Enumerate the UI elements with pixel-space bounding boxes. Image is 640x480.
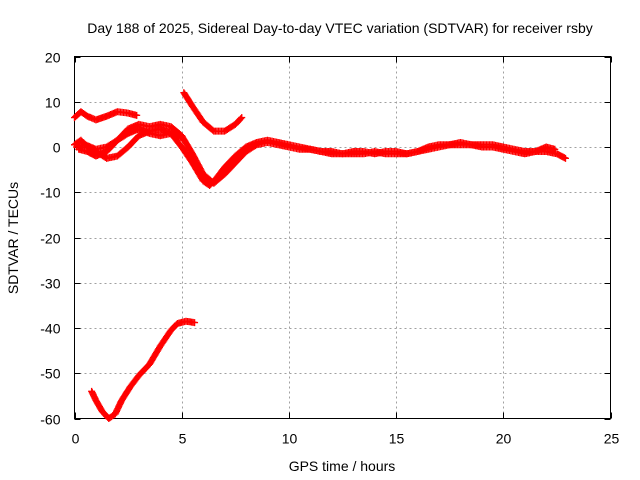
y-tick-label: -10 bbox=[40, 185, 60, 201]
y-axis-label: SDTVAR / TECUs bbox=[5, 182, 21, 294]
data-series-arc-e bbox=[180, 89, 246, 135]
data-series-arc-c bbox=[73, 120, 559, 187]
data-point bbox=[133, 111, 141, 119]
y-tick-label: 10 bbox=[45, 95, 61, 111]
y-tick-label: -30 bbox=[40, 276, 60, 292]
data-point bbox=[178, 134, 186, 142]
axis-ticks: 0 5 10 15 20 25 20 10 0 -10 -20 -30 -40 -50 -60 bbox=[40, 50, 619, 447]
data-marks bbox=[71, 89, 569, 422]
x-tick-label: 5 bbox=[179, 431, 187, 447]
x-axis-label: GPS time / hours bbox=[289, 458, 396, 474]
x-tick-label: 10 bbox=[282, 431, 298, 447]
y-tick-label: 20 bbox=[45, 50, 61, 66]
data-point bbox=[237, 115, 245, 123]
data-point bbox=[191, 319, 199, 327]
y-tick-label: -20 bbox=[40, 231, 60, 247]
y-tick-label: -50 bbox=[40, 366, 60, 382]
x-tick-label: 25 bbox=[604, 431, 620, 447]
chart-title: Day 188 of 2025, Sidereal Day-to-day VTE… bbox=[87, 20, 593, 36]
y-tick-label: -40 bbox=[40, 321, 60, 337]
data-point bbox=[551, 145, 559, 153]
y-tick-label: 0 bbox=[53, 140, 61, 156]
grid-lines bbox=[74, 56, 611, 419]
data-series-arc-d bbox=[75, 125, 186, 160]
data-point bbox=[561, 154, 569, 162]
x-tick-label: 0 bbox=[72, 431, 80, 447]
data-series-arc-f bbox=[88, 317, 199, 422]
plot-frame bbox=[74, 56, 611, 419]
data-series-arc-a bbox=[71, 108, 141, 124]
data-point bbox=[238, 114, 246, 122]
x-tick-label: 20 bbox=[496, 431, 512, 447]
y-tick-label: -60 bbox=[40, 412, 60, 428]
x-tick-label: 15 bbox=[389, 431, 405, 447]
